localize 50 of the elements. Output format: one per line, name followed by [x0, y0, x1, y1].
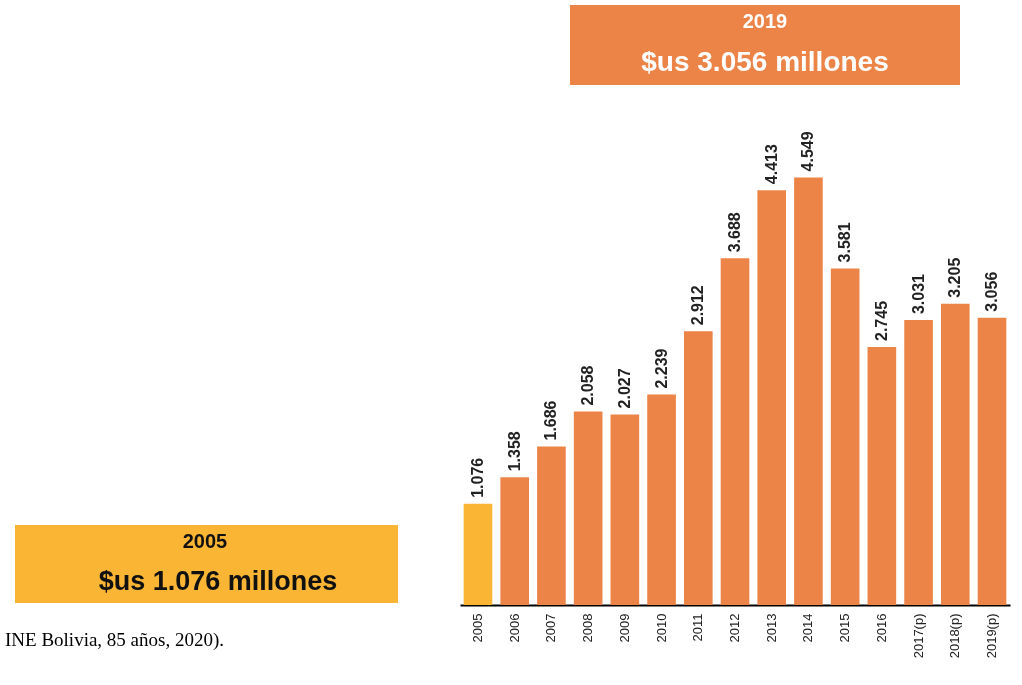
- text: INE Bolivia, 85 años, 2020).: [5, 629, 225, 651]
- bar: [794, 177, 823, 605]
- text: $us 1.076 millones: [98, 566, 338, 596]
- bar: [720, 258, 750, 605]
- x-tick-label: 2005: [469, 613, 485, 643]
- bar: [610, 414, 640, 605]
- x-tick-label: 2013: [763, 613, 779, 643]
- bar: [463, 503, 493, 605]
- x-tick-label: 2007: [543, 613, 559, 643]
- data-label: 2.239: [652, 348, 670, 389]
- text: $us 3.056 millones: [641, 46, 889, 77]
- x-tick-label: 2011: [690, 613, 706, 642]
- bar: [940, 303, 970, 605]
- data-label: 3.031: [909, 273, 927, 315]
- x-tick-label: 2014: [800, 613, 816, 643]
- bar: [830, 268, 860, 605]
- data-label: 3.056: [983, 271, 1001, 312]
- x-tick-label: 2006: [506, 613, 522, 643]
- bar: [683, 331, 713, 605]
- data-label: 2.058: [579, 365, 597, 406]
- data-label: 4.413: [762, 144, 780, 185]
- x-tick-label: 2008: [580, 613, 596, 643]
- data-label: 3.205: [946, 257, 964, 298]
- bar: [647, 394, 676, 605]
- bar: [573, 411, 603, 605]
- bar: [537, 446, 566, 605]
- x-tick-label: 2009: [616, 613, 632, 643]
- data-label: 2.912: [689, 285, 707, 326]
- x-tick-label: 2016: [873, 613, 889, 643]
- data-label: 3.581: [836, 222, 854, 263]
- data-label: 1.358: [505, 431, 523, 472]
- text: 2019: [742, 10, 788, 32]
- data-label: 2.745: [872, 300, 890, 341]
- x-tick-label: 2015: [837, 613, 853, 643]
- text: 2005: [182, 530, 228, 552]
- x-tick-label: 2019(p): [984, 613, 1000, 659]
- bar: [757, 190, 787, 605]
- bar: [977, 317, 1007, 605]
- x-tick-label: 2010: [653, 613, 669, 643]
- bar: [867, 346, 897, 605]
- data-label: 4.549: [799, 131, 817, 172]
- data-label: 2.027: [615, 368, 633, 409]
- x-tick-label: 2017(p): [910, 613, 926, 659]
- x-tick-label: 2012: [727, 613, 742, 643]
- bar: [500, 477, 530, 605]
- data-label: 1.076: [468, 457, 486, 498]
- x-tick-label: 2018(p): [947, 613, 963, 659]
- data-label: 1.686: [542, 400, 560, 441]
- data-label: 3.688: [726, 212, 743, 253]
- bar: [904, 320, 933, 605]
